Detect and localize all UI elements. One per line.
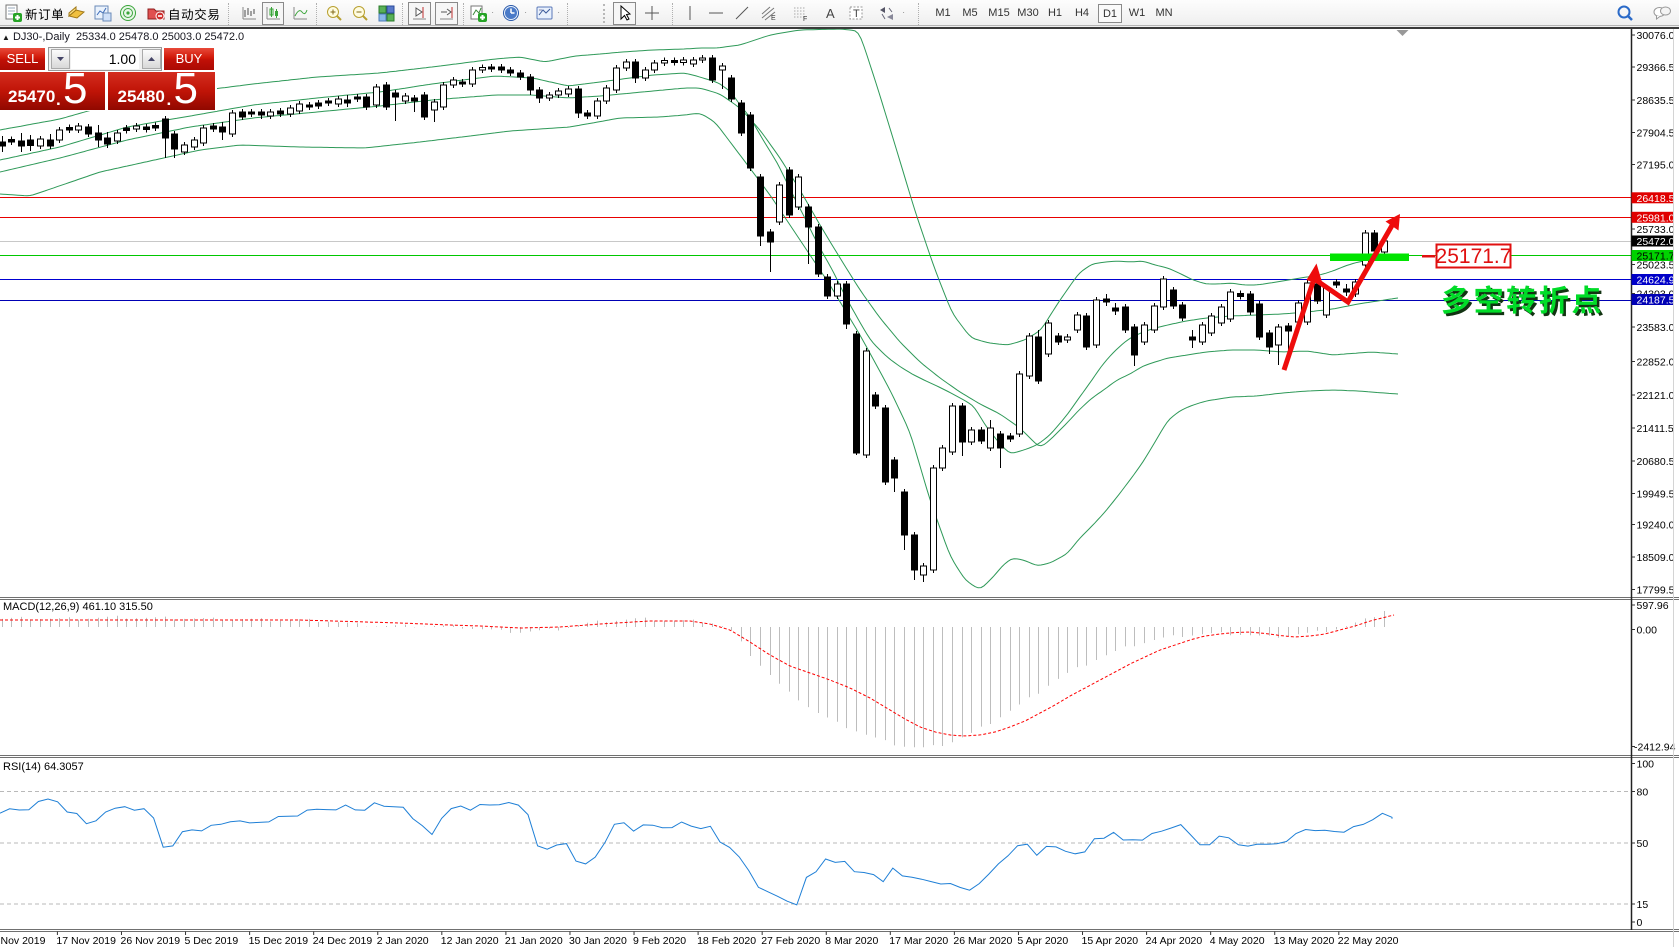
svg-text:27904.5: 27904.5 [1637, 128, 1675, 140]
svg-text:100: 100 [1637, 759, 1655, 771]
svg-text:25171.7: 25171.7 [1637, 251, 1675, 263]
svg-text:Nov 2019: Nov 2019 [1, 935, 46, 947]
svg-text:-2412.94: -2412.94 [1634, 742, 1676, 754]
svg-text:13 May 2020: 13 May 2020 [1274, 935, 1335, 947]
svg-text:597.96: 597.96 [1637, 600, 1669, 612]
svg-text:F: F [803, 16, 807, 23]
svg-text:29366.5: 29366.5 [1637, 62, 1675, 74]
svg-text:25171.7: 25171.7 [1436, 245, 1512, 268]
svg-text:E: E [771, 15, 776, 22]
svg-text:4 May 2020: 4 May 2020 [1210, 935, 1265, 947]
svg-text:25472.0: 25472.0 [1637, 236, 1675, 248]
svg-text:26 Nov 2019: 26 Nov 2019 [121, 935, 181, 947]
svg-text:24624.9: 24624.9 [1637, 275, 1675, 287]
svg-text:19240.0: 19240.0 [1637, 520, 1675, 532]
svg-text:28635.5: 28635.5 [1637, 95, 1675, 107]
svg-text:9 Feb 2020: 9 Feb 2020 [633, 935, 686, 947]
svg-text:30076.0: 30076.0 [1637, 30, 1675, 42]
svg-text:15: 15 [1637, 899, 1649, 911]
svg-text:15 Dec 2019: 15 Dec 2019 [249, 935, 309, 947]
svg-text:25981.0: 25981.0 [1637, 212, 1675, 224]
svg-text:80: 80 [1637, 787, 1649, 799]
svg-text:25733.0: 25733.0 [1637, 224, 1675, 236]
svg-text:T: T [853, 8, 860, 20]
svg-text:15 Apr 2020: 15 Apr 2020 [1082, 935, 1139, 947]
svg-text:26418.5: 26418.5 [1637, 193, 1675, 205]
svg-text:8 Mar 2020: 8 Mar 2020 [825, 935, 878, 947]
svg-text:0: 0 [1637, 917, 1643, 929]
svg-text:19949.5: 19949.5 [1637, 489, 1675, 501]
svg-text:MACD(12,26,9) 461.10 315.50: MACD(12,26,9) 461.10 315.50 [3, 601, 153, 613]
svg-text:17 Mar 2020: 17 Mar 2020 [889, 935, 948, 947]
svg-text:17799.5: 17799.5 [1637, 585, 1675, 597]
svg-text:12 Jan 2020: 12 Jan 2020 [441, 935, 499, 947]
svg-text:30 Jan 2020: 30 Jan 2020 [569, 935, 627, 947]
svg-text:21411.5: 21411.5 [1637, 423, 1674, 435]
svg-text:24187.5: 24187.5 [1637, 295, 1675, 307]
svg-text:20680.5: 20680.5 [1637, 456, 1675, 468]
svg-text:17 Nov 2019: 17 Nov 2019 [56, 935, 116, 947]
svg-text:24 Apr 2020: 24 Apr 2020 [1146, 935, 1203, 947]
svg-text:22852.0: 22852.0 [1637, 357, 1675, 369]
svg-text:25023.5: 25023.5 [1637, 260, 1675, 272]
svg-text:22121.0: 22121.0 [1637, 390, 1675, 402]
svg-text:26 Mar 2020: 26 Mar 2020 [953, 935, 1012, 947]
svg-text:24 Dec 2019: 24 Dec 2019 [313, 935, 373, 947]
svg-text:27195.0: 27195.0 [1637, 160, 1675, 172]
svg-text:5 Apr 2020: 5 Apr 2020 [1017, 935, 1068, 947]
svg-text:50: 50 [1637, 838, 1649, 850]
svg-text:22 May 2020: 22 May 2020 [1338, 935, 1399, 947]
svg-text:21 Jan 2020: 21 Jan 2020 [505, 935, 563, 947]
svg-text:5 Dec 2019: 5 Dec 2019 [185, 935, 239, 947]
svg-text:23583.0: 23583.0 [1637, 322, 1675, 334]
svg-text:A: A [826, 6, 835, 21]
svg-text:0.00: 0.00 [1637, 625, 1658, 637]
svg-text:27 Feb 2020: 27 Feb 2020 [761, 935, 820, 947]
svg-text:2 Jan 2020: 2 Jan 2020 [377, 935, 429, 947]
svg-text:18 Feb 2020: 18 Feb 2020 [697, 935, 756, 947]
svg-text:18509.0: 18509.0 [1637, 552, 1675, 564]
svg-text:RSI(14) 64.3057: RSI(14) 64.3057 [3, 761, 84, 773]
